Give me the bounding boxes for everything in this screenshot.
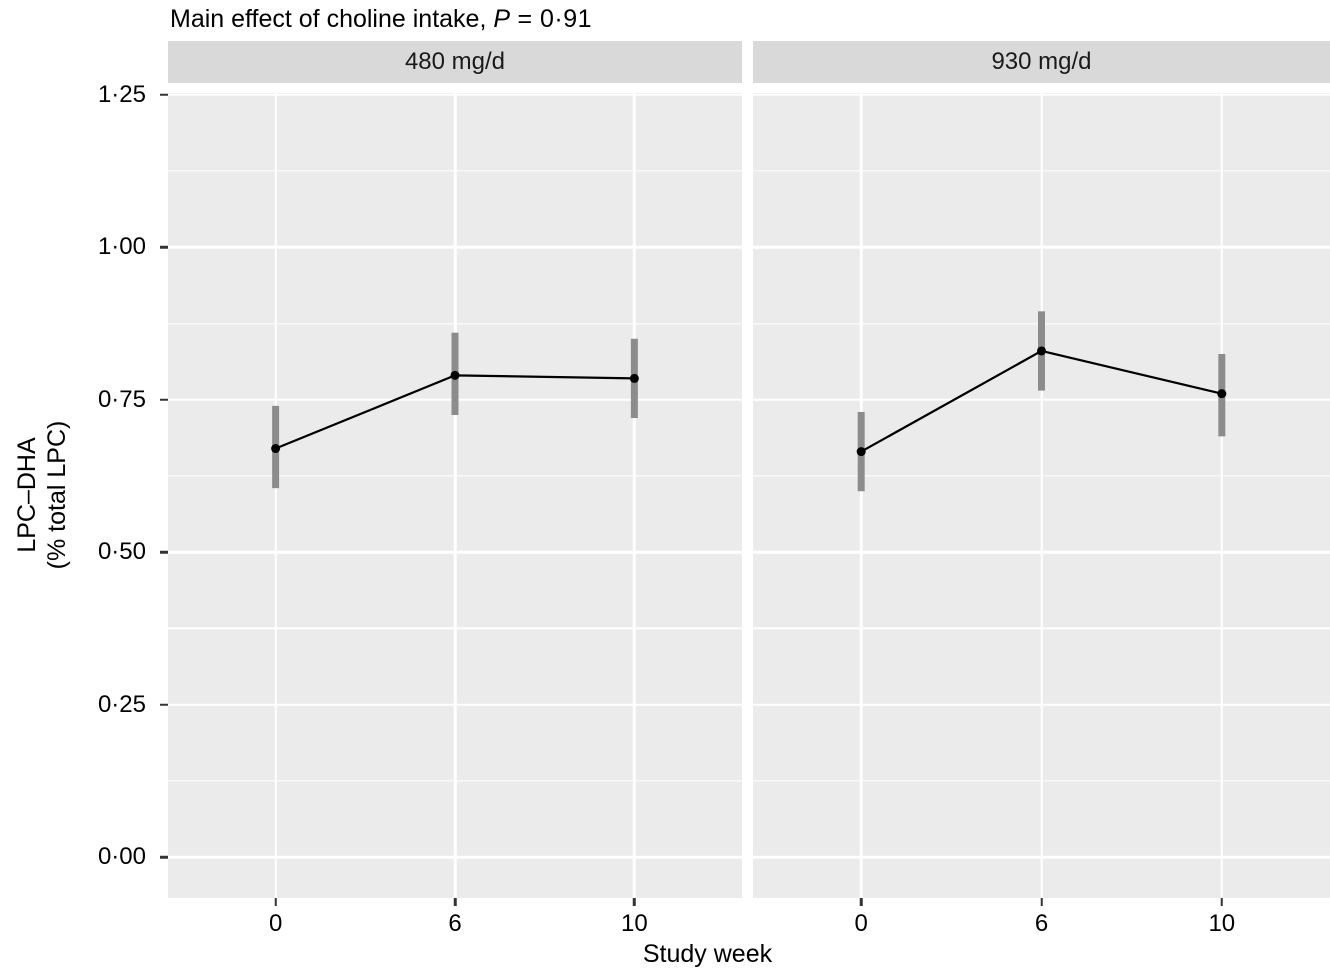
facet-strip-480mgd: 480 mg/d [168, 41, 742, 83]
chart-title: Main effect of choline intake, P = 0·91 [170, 4, 592, 34]
y-tick-label: 0·00 [97, 843, 146, 871]
x-tick-label: 6 [448, 910, 462, 937]
panel-930mgd [753, 93, 1330, 898]
x-axis-480mgd: 0 6 10 [168, 898, 742, 944]
x-tick-label: 0 [268, 910, 283, 937]
data-point [450, 370, 460, 380]
x-tick-label: 10 [621, 910, 648, 937]
x-tick-label: 0 [854, 910, 868, 937]
vertical-gridline [1220, 93, 1224, 898]
x-tick-mark [453, 898, 457, 906]
chart-title-text: Main effect of choline intake, [170, 5, 494, 33]
vertical-gridline [1040, 93, 1043, 898]
x-tick-mark [274, 898, 277, 906]
x-axis-930mgd: 0 6 10 [753, 898, 1330, 944]
y-tick-mark [160, 246, 168, 249]
x-tick-mark [1040, 898, 1043, 906]
vertical-gridline [453, 93, 457, 898]
vertical-gridline [274, 93, 277, 898]
facet-plot [856, 311, 1227, 492]
x-axis-title: Study week [642, 940, 773, 968]
y-tick-mark [160, 93, 168, 97]
y-tick-label: 1·00 [97, 233, 146, 261]
x-tick-mark [1220, 898, 1224, 906]
y-tick-label: 0·75 [97, 385, 146, 413]
data-point [856, 447, 866, 457]
vertical-gridline [633, 93, 636, 898]
data-point [271, 444, 281, 454]
x-tick-label: 6 [1034, 910, 1049, 937]
x-tick-label: 10 [1208, 910, 1236, 937]
y-tick-mark [160, 855, 168, 859]
p-symbol: P [493, 5, 511, 33]
y-tick-label: 0·25 [97, 690, 146, 718]
x-tick-mark [859, 898, 863, 906]
x-tick-mark [633, 898, 636, 906]
y-tick-label: 0·50 [97, 538, 146, 566]
facet-plot [271, 332, 639, 489]
data-point [1217, 389, 1227, 399]
y-tick-mark [160, 398, 168, 401]
vertical-gridline [859, 93, 863, 898]
y-axis: 1·25 1·00 0·75 0·50 0·25 0·00 [0, 81, 168, 898]
y-tick-mark [160, 703, 168, 706]
panel-480mgd [168, 93, 742, 898]
data-point [1037, 346, 1046, 356]
y-tick-mark [160, 550, 168, 554]
y-tick-label: 1·25 [97, 80, 146, 108]
p-value: = 0·91 [510, 5, 593, 33]
data-point [629, 373, 639, 383]
facet-strip-930mgd: 930 mg/d [753, 41, 1330, 83]
